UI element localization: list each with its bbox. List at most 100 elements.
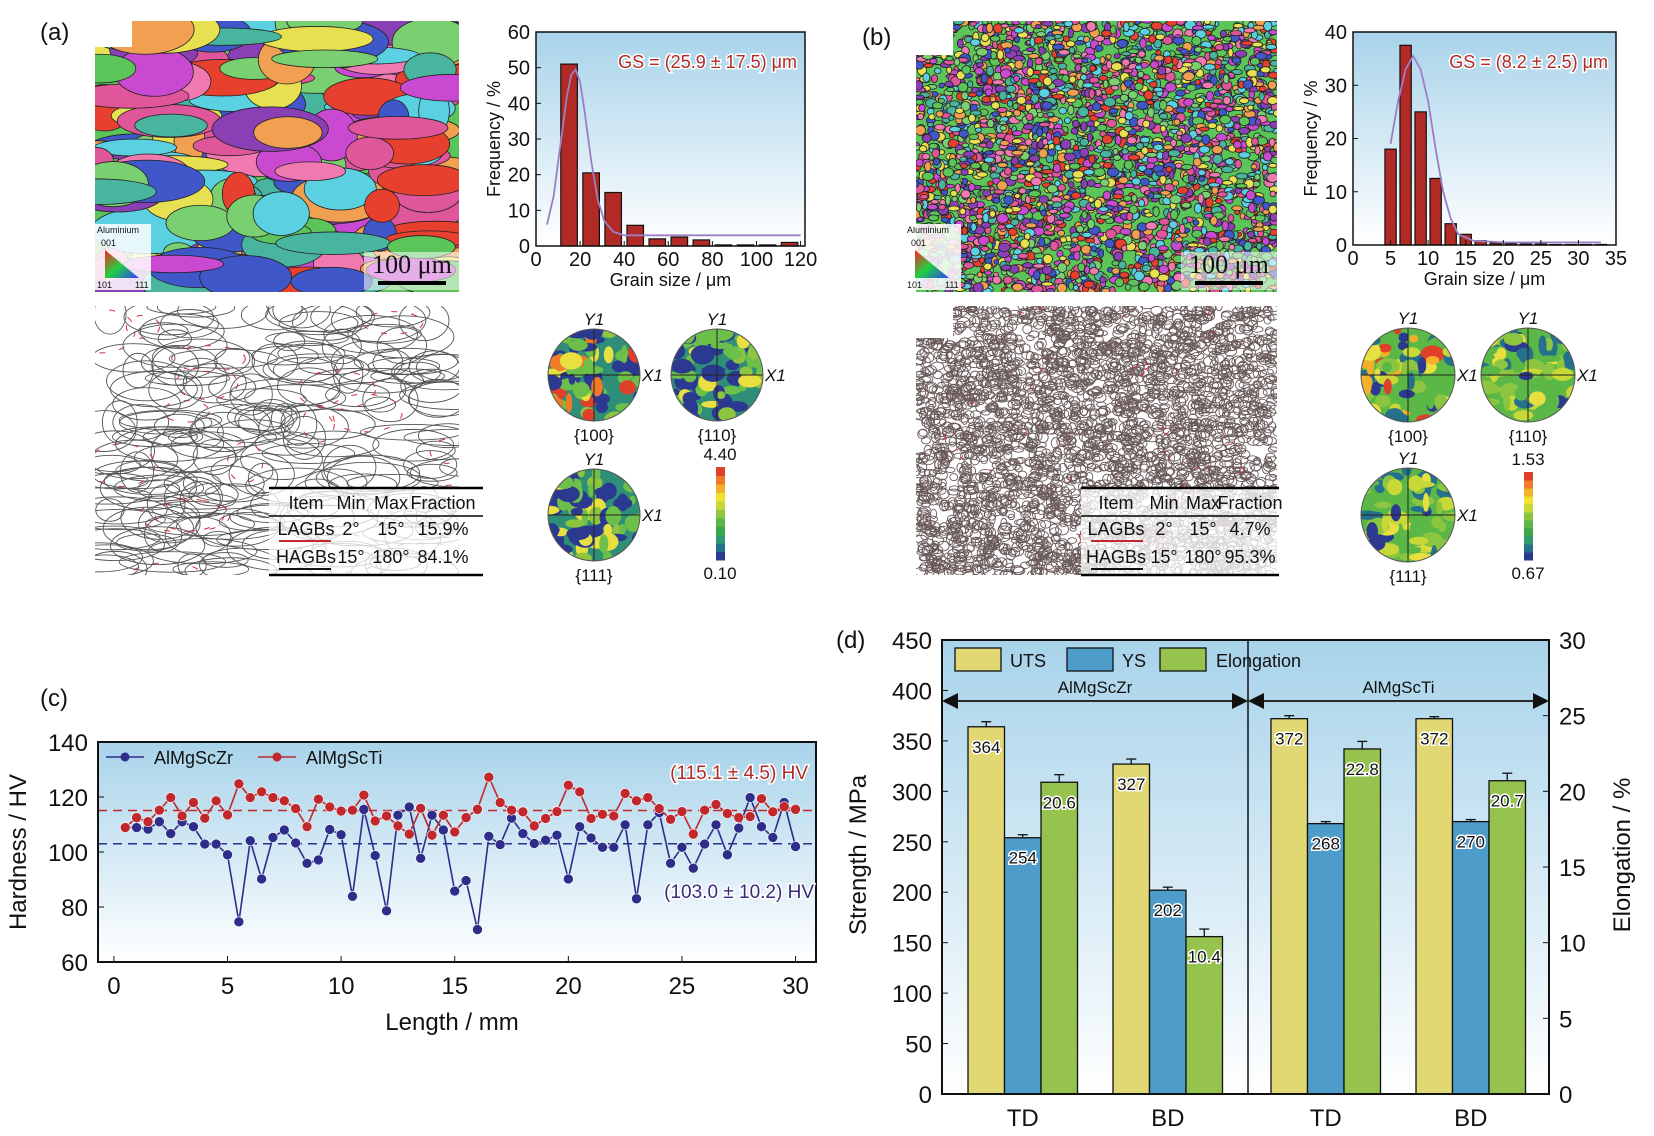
grain <box>1071 128 1078 134</box>
grain <box>1270 229 1278 236</box>
grain <box>1074 251 1080 260</box>
high-angle-boundary <box>214 348 254 374</box>
grain <box>950 190 957 196</box>
grain <box>932 75 938 83</box>
grain <box>1058 63 1067 69</box>
grain <box>1269 72 1279 79</box>
grain <box>1273 110 1280 117</box>
grain <box>1223 37 1232 42</box>
grain <box>1025 223 1036 228</box>
grain <box>1027 68 1033 77</box>
grain <box>1176 90 1186 96</box>
grain <box>997 107 1007 112</box>
grain <box>1043 77 1052 86</box>
high-angle-boundary <box>418 424 477 448</box>
grain <box>1049 68 1057 73</box>
grain <box>1146 152 1157 157</box>
grain <box>929 143 938 149</box>
grain <box>915 95 923 99</box>
grain <box>1196 98 1203 103</box>
grain <box>1067 89 1079 96</box>
grain <box>935 68 941 74</box>
grain <box>1219 237 1230 242</box>
grain <box>1161 191 1171 196</box>
grain <box>1149 35 1156 43</box>
grain <box>993 197 1000 203</box>
grain <box>990 211 996 218</box>
grain <box>1199 127 1209 131</box>
grain <box>1082 211 1087 219</box>
grain <box>1210 52 1218 60</box>
grain <box>913 181 919 187</box>
grain <box>1267 173 1279 182</box>
grain <box>1097 124 1107 131</box>
grain <box>1182 62 1192 67</box>
grain <box>1146 222 1157 230</box>
grain <box>961 169 968 176</box>
grain <box>1181 134 1192 143</box>
grain <box>982 96 991 103</box>
grain <box>934 195 942 199</box>
grain <box>1233 23 1243 27</box>
grain <box>949 116 954 121</box>
grain <box>1102 288 1110 294</box>
grain <box>1251 164 1257 169</box>
grain <box>1109 78 1121 86</box>
grain <box>986 141 993 149</box>
grain <box>1090 268 1099 275</box>
high-angle-boundary <box>134 443 237 473</box>
grain <box>968 183 975 191</box>
grain <box>999 91 1007 100</box>
grain <box>992 112 999 117</box>
grain <box>957 39 963 48</box>
grain <box>291 267 372 296</box>
grain <box>1128 91 1137 99</box>
grain <box>968 81 973 88</box>
grain <box>1106 229 1117 239</box>
grain <box>1089 145 1094 151</box>
high-angle-boundary <box>278 368 340 405</box>
grain <box>1123 22 1129 32</box>
grain <box>1083 83 1094 88</box>
grain <box>39 179 156 205</box>
grain <box>1154 55 1163 61</box>
grain <box>1174 119 1180 125</box>
grain <box>1147 157 1157 163</box>
grain <box>981 34 989 42</box>
grain <box>1115 135 1121 145</box>
grain <box>1089 77 1099 83</box>
grain <box>1267 97 1278 105</box>
grain <box>1156 171 1165 176</box>
grain <box>1180 49 1188 55</box>
grain <box>1060 237 1066 243</box>
grain <box>931 200 939 204</box>
grain <box>985 151 993 155</box>
grain <box>1109 109 1117 114</box>
grain <box>997 163 1007 168</box>
grain <box>1036 109 1041 113</box>
grain <box>346 137 394 169</box>
grain <box>1202 25 1214 29</box>
high-angle-boundary <box>94 294 126 334</box>
grain <box>915 81 923 90</box>
grain <box>1166 167 1172 173</box>
grain <box>1143 120 1150 127</box>
grain <box>1086 22 1096 32</box>
grain <box>961 190 971 198</box>
grain <box>1232 206 1243 211</box>
grain <box>1047 288 1055 293</box>
grain <box>1102 135 1112 144</box>
grain <box>1033 270 1040 280</box>
grain <box>1073 54 1081 58</box>
grain <box>1058 230 1065 236</box>
grain <box>1182 218 1188 224</box>
grain <box>1053 164 1060 173</box>
grain <box>1078 107 1089 117</box>
grain <box>1042 102 1053 110</box>
grain <box>1019 160 1025 165</box>
grain <box>994 260 999 265</box>
grain <box>1087 180 1095 187</box>
high-angle-boundary <box>178 554 206 577</box>
grain <box>1067 98 1076 103</box>
grain <box>1057 283 1067 293</box>
